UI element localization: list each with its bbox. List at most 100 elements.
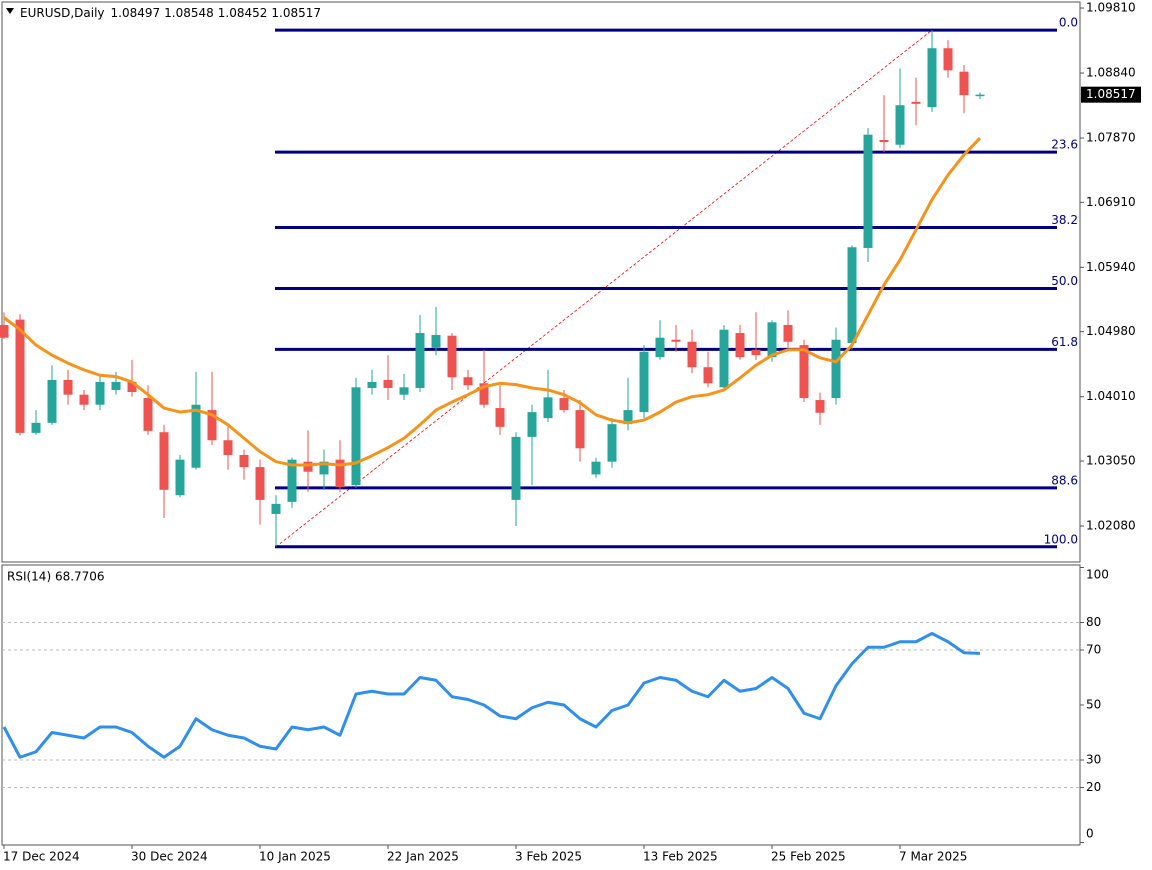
candle-body [447, 335, 457, 378]
candle-body [927, 48, 937, 108]
fib-label: 50.0 [1051, 274, 1078, 288]
menu-triangle[interactable] [6, 8, 14, 14]
candle-body [607, 424, 617, 462]
candle-body [543, 397, 553, 419]
candle-body [351, 387, 361, 486]
candle-body [463, 377, 473, 386]
candle-body [559, 398, 569, 411]
y-tick-label: 70 [1086, 643, 1101, 657]
candle-body [207, 410, 217, 441]
candle-body [911, 101, 921, 104]
candle-body [863, 134, 873, 248]
candle-body [783, 324, 793, 342]
candle-body [383, 379, 393, 388]
candle-body [943, 48, 953, 71]
candle-body [159, 432, 169, 490]
candle-body [111, 381, 121, 390]
y-tick-label: 1.05940 [1086, 260, 1136, 274]
candle-body [319, 461, 329, 475]
candle-body [527, 412, 537, 437]
candle-body [95, 381, 105, 405]
fib-label: 23.6 [1051, 138, 1078, 152]
x-tick-label: 17 Dec 2024 [3, 850, 80, 864]
open-value: 1.08497 [111, 6, 161, 20]
candle-body [815, 400, 825, 413]
close-value: 1.08517 [271, 6, 321, 20]
candle-body [31, 422, 41, 433]
candle-body [239, 454, 249, 468]
candle-body [255, 467, 265, 500]
candle-body [415, 333, 425, 388]
y-tick-label: 1.04010 [1086, 389, 1136, 403]
x-tick-label: 13 Feb 2025 [643, 850, 718, 864]
x-tick-label: 7 Mar 2025 [899, 850, 967, 864]
x-tick-label: 22 Jan 2025 [387, 850, 459, 864]
candle-body [271, 503, 281, 514]
candle-body [895, 105, 905, 145]
candle-body [591, 461, 601, 475]
low-value: 1.08452 [218, 6, 268, 20]
y-tick-label: 1.02080 [1086, 519, 1136, 533]
y-tick-label: 1.08840 [1086, 66, 1136, 80]
moving-average [3, 136, 982, 467]
price-box [1081, 86, 1141, 103]
fib-label: 38.2 [1051, 213, 1078, 227]
candle-body [719, 329, 729, 388]
candle-body [79, 394, 89, 405]
candle-body [479, 383, 489, 405]
y-tick-label: 0 [1086, 827, 1094, 841]
fib-label: 100.0 [1044, 532, 1078, 546]
x-tick-label: 3 Feb 2025 [515, 850, 582, 864]
candle-body [751, 349, 761, 356]
candle-body [959, 71, 969, 96]
candle-body [431, 335, 441, 348]
main-panel-frame [1, 1, 1081, 563]
candle-body [127, 381, 137, 392]
candle-body [367, 381, 377, 388]
fib-label: 88.6 [1051, 473, 1078, 487]
x-tick-label: 10 Jan 2025 [259, 850, 331, 864]
y-tick-label: 1.09810 [1086, 1, 1136, 15]
candle-body [0, 324, 9, 338]
candle-body [703, 367, 713, 384]
candle-body [223, 440, 233, 455]
price-label: 1.08517 [1086, 87, 1136, 101]
candle-body [575, 410, 585, 449]
y-tick-label: 1.04980 [1086, 324, 1136, 338]
candle-body [879, 140, 889, 143]
y-tick-label: 1.03050 [1086, 454, 1136, 468]
candle-body [511, 436, 521, 500]
y-tick-label: 50 [1086, 698, 1101, 712]
y-tick-label: 1.06910 [1086, 195, 1136, 209]
candle-body [335, 459, 345, 488]
candle-body [47, 379, 57, 423]
candle-body [303, 461, 313, 472]
candle-body [175, 459, 185, 496]
candle-body [671, 339, 681, 342]
rsi-title: RSI(14) 68.7706 [7, 570, 105, 584]
candle-body [735, 333, 745, 358]
x-tick-label: 25 Feb 2025 [771, 850, 846, 864]
fib-label: 0.0 [1059, 16, 1078, 30]
fib-label: 61.8 [1051, 335, 1078, 349]
y-tick-label: 30 [1086, 753, 1101, 767]
candle-body [831, 339, 841, 399]
candle-body [143, 398, 153, 431]
symbol: EURUSD,Daily [20, 6, 105, 20]
candle-body [191, 404, 201, 468]
candle-body [63, 379, 73, 395]
candle-body [687, 341, 697, 368]
candle-body [639, 351, 649, 413]
candle-body [623, 410, 633, 425]
candle-body [287, 459, 297, 502]
chart-header: EURUSD,Daily 1.08497 1.08548 1.08452 1.08517 [20, 6, 321, 20]
candle-body [15, 319, 25, 433]
high-value: 1.08548 [164, 6, 214, 20]
y-tick-label: 20 [1086, 780, 1101, 794]
x-tick-label: 30 Dec 2024 [131, 850, 208, 864]
y-tick-label: 1.07870 [1086, 131, 1136, 145]
candle-body [655, 337, 665, 358]
candle-body [799, 345, 809, 399]
candle-body [495, 408, 505, 427]
